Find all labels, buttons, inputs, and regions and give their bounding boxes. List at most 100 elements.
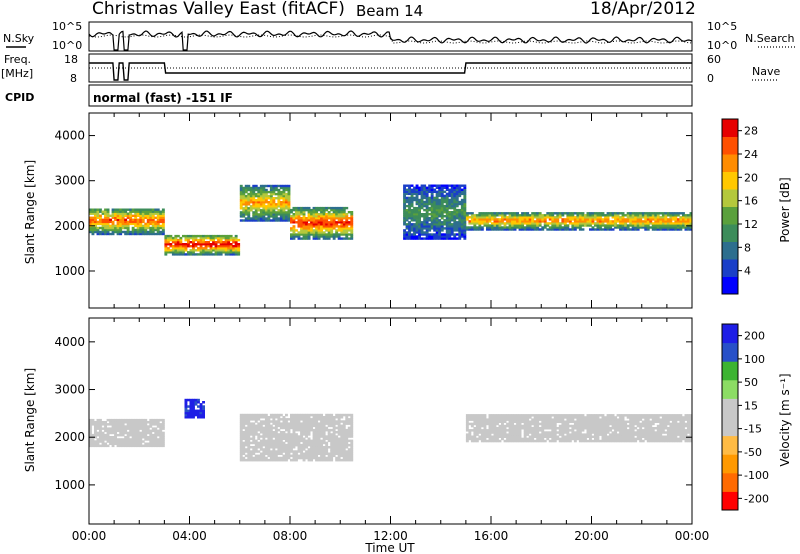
echo-cell	[144, 427, 148, 430]
echo-cell	[543, 431, 547, 434]
echo-cell	[332, 221, 336, 224]
echo-cell	[536, 222, 540, 225]
echo-cell	[523, 424, 527, 428]
echo-cell	[267, 426, 271, 430]
echo-cell	[438, 188, 442, 191]
echo-cell	[533, 416, 537, 419]
echo-cell	[104, 210, 107, 213]
echo-cell	[131, 442, 135, 445]
echo-cell	[551, 433, 555, 436]
echo-cell	[305, 225, 308, 228]
echo-cell	[154, 220, 158, 224]
echo-cell	[425, 221, 429, 224]
echo-cell	[307, 223, 311, 226]
echo-cell	[413, 211, 416, 214]
echo-cell	[518, 222, 522, 225]
echo-cell	[295, 433, 298, 436]
echo-cell	[317, 431, 321, 434]
echo-cell	[264, 201, 268, 204]
echo-cell	[410, 208, 414, 212]
echo-cell	[292, 441, 296, 445]
echo-cell	[455, 215, 459, 218]
echo-cell	[420, 229, 424, 232]
echo-cell	[262, 203, 266, 206]
echo-cell	[302, 437, 306, 440]
echo-cell	[634, 420, 638, 423]
echo-cell	[413, 190, 416, 193]
echo-cell	[684, 414, 688, 417]
echo-cell	[327, 446, 331, 449]
echo-cell	[682, 214, 685, 217]
echo-cell	[156, 444, 160, 448]
echo-cell	[475, 427, 479, 430]
echo-cell	[453, 233, 457, 236]
echo-cell	[189, 403, 193, 406]
echo-cell	[307, 431, 311, 434]
echo-cell	[573, 420, 577, 423]
echo-cell	[636, 212, 640, 215]
echo-cell	[619, 416, 622, 419]
echo-cell	[455, 196, 459, 200]
echo-cell	[664, 435, 668, 438]
echo-cell	[420, 190, 424, 193]
echo-cell	[89, 208, 92, 211]
echo-cell	[141, 208, 145, 211]
echo-cell	[671, 226, 675, 229]
echo-cell	[272, 199, 276, 202]
echo-cell	[594, 420, 597, 423]
echo-cell	[146, 421, 150, 424]
echo-cell	[586, 222, 590, 225]
echo-cell	[111, 226, 115, 230]
echo-cell	[252, 201, 256, 204]
echo-cell	[96, 431, 100, 435]
echo-cell	[493, 429, 497, 432]
echo-cell	[124, 220, 128, 224]
echo-cell	[119, 228, 123, 232]
echo-cell	[491, 439, 494, 443]
echo-cell	[470, 226, 474, 229]
echo-cell	[287, 441, 291, 445]
echo-cell	[279, 441, 283, 445]
echo-cell	[277, 211, 281, 214]
echo-cell	[244, 420, 248, 423]
echo-cell	[614, 424, 617, 428]
echo-cell	[242, 188, 246, 192]
echo-cell	[543, 427, 547, 430]
echo-cell	[159, 212, 163, 215]
echo-cell	[244, 426, 248, 430]
echo-cell	[498, 222, 502, 225]
echo-cell	[264, 452, 268, 455]
echo-cell	[347, 439, 351, 443]
echo-cell	[320, 443, 323, 447]
echo-cell	[187, 245, 190, 248]
echo-cell	[259, 456, 263, 460]
echo-cell	[262, 190, 266, 194]
echo-cell	[586, 416, 590, 419]
echo-cell	[669, 226, 673, 229]
echo-cell	[254, 209, 258, 212]
echo-cell	[295, 452, 298, 455]
echo-cell	[259, 215, 263, 218]
echo-cell	[674, 429, 678, 432]
echo-cell	[204, 241, 208, 244]
echo-cell	[96, 210, 100, 213]
echo-cell	[269, 433, 273, 436]
echo-cell	[131, 220, 135, 224]
echo-cell	[679, 424, 683, 428]
echo-cell	[121, 425, 125, 428]
echo-cell	[523, 433, 527, 436]
echo-cell	[528, 216, 532, 219]
echo-cell	[332, 424, 336, 428]
echo-cell	[274, 458, 278, 462]
echo-cell	[513, 218, 517, 221]
echo-cell	[536, 214, 540, 217]
echo-cell	[312, 217, 316, 220]
echo-cell	[292, 227, 296, 230]
nsky-tick-top: 10^5	[52, 20, 82, 33]
echo-cell	[342, 439, 346, 443]
echo-cell	[337, 448, 341, 451]
echo-cell	[536, 431, 540, 434]
echo-cell	[556, 431, 560, 434]
echo-cell	[448, 198, 452, 202]
